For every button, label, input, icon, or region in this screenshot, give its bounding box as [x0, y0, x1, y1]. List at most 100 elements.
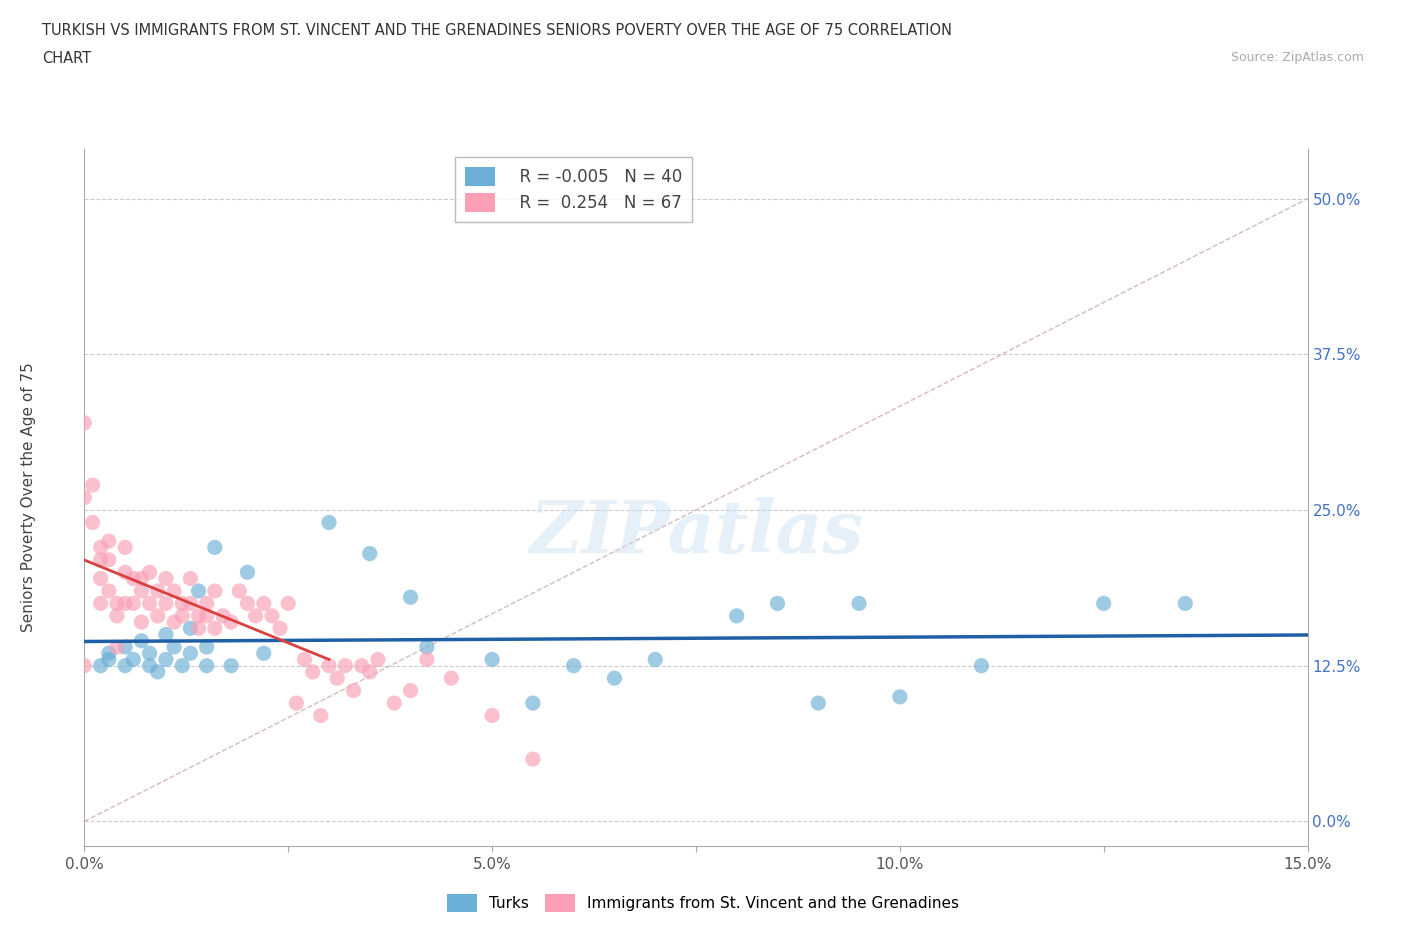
Point — [155, 571, 177, 586]
Point — [179, 571, 201, 586]
Point — [122, 596, 145, 611]
Point — [318, 515, 340, 530]
Point — [603, 671, 626, 685]
Point — [90, 596, 112, 611]
Point — [172, 596, 194, 611]
Point — [382, 696, 405, 711]
Text: CHART: CHART — [42, 51, 91, 66]
Point — [644, 652, 666, 667]
Point — [131, 583, 153, 598]
Point — [155, 652, 177, 667]
Point — [807, 696, 830, 711]
Point — [481, 708, 503, 723]
Point — [155, 596, 177, 611]
Point — [970, 658, 993, 673]
Point — [105, 608, 128, 623]
Point — [359, 546, 381, 561]
Point — [562, 658, 585, 673]
Point — [195, 640, 218, 655]
Point — [131, 615, 153, 630]
Point — [114, 658, 136, 673]
Point — [204, 621, 226, 636]
Point — [73, 490, 96, 505]
Point — [122, 571, 145, 586]
Point — [82, 478, 104, 493]
Legend:   R = -0.005   N = 40,   R =  0.254   N = 67: R = -0.005 N = 40, R = 0.254 N = 67 — [456, 157, 692, 222]
Point — [187, 608, 209, 623]
Point — [204, 583, 226, 598]
Point — [195, 608, 218, 623]
Point — [146, 608, 169, 623]
Point — [236, 565, 259, 579]
Point — [155, 627, 177, 642]
Point — [163, 640, 186, 655]
Point — [73, 416, 96, 431]
Point — [1092, 596, 1115, 611]
Point — [367, 652, 389, 667]
Point — [440, 671, 463, 685]
Point — [399, 684, 422, 698]
Point — [105, 640, 128, 655]
Point — [522, 696, 544, 711]
Point — [277, 596, 299, 611]
Point — [97, 645, 120, 660]
Point — [350, 658, 373, 673]
Point — [97, 583, 120, 598]
Point — [138, 658, 160, 673]
Point — [114, 640, 136, 655]
Point — [163, 615, 186, 630]
Point — [318, 658, 340, 673]
Point — [294, 652, 316, 667]
Point — [481, 652, 503, 667]
Point — [219, 658, 242, 673]
Point — [82, 515, 104, 530]
Point — [105, 596, 128, 611]
Legend: Turks, Immigrants from St. Vincent and the Grenadines: Turks, Immigrants from St. Vincent and t… — [440, 888, 966, 918]
Point — [179, 596, 201, 611]
Point — [416, 652, 439, 667]
Text: ZIPatlas: ZIPatlas — [529, 497, 863, 568]
Point — [122, 652, 145, 667]
Point — [138, 645, 160, 660]
Point — [146, 583, 169, 598]
Point — [97, 552, 120, 567]
Point — [195, 596, 218, 611]
Point — [253, 645, 276, 660]
Point — [889, 689, 911, 704]
Point — [90, 552, 112, 567]
Point — [90, 571, 112, 586]
Point — [195, 658, 218, 673]
Point — [359, 665, 381, 680]
Point — [253, 596, 276, 611]
Point — [73, 658, 96, 673]
Point — [172, 658, 194, 673]
Point — [725, 608, 748, 623]
Point — [309, 708, 332, 723]
Point — [522, 751, 544, 766]
Point — [342, 684, 364, 698]
Point — [179, 645, 201, 660]
Point — [97, 534, 120, 549]
Point — [301, 665, 323, 680]
Point — [179, 621, 201, 636]
Point — [260, 608, 283, 623]
Point — [228, 583, 250, 598]
Point — [416, 640, 439, 655]
Point — [204, 540, 226, 555]
Point — [90, 540, 112, 555]
Point — [90, 658, 112, 673]
Point — [335, 658, 357, 673]
Text: Source: ZipAtlas.com: Source: ZipAtlas.com — [1230, 51, 1364, 64]
Point — [187, 583, 209, 598]
Point — [131, 571, 153, 586]
Point — [848, 596, 870, 611]
Point — [236, 596, 259, 611]
Point — [97, 652, 120, 667]
Point — [766, 596, 789, 611]
Point — [138, 596, 160, 611]
Point — [114, 565, 136, 579]
Point — [1174, 596, 1197, 611]
Text: TURKISH VS IMMIGRANTS FROM ST. VINCENT AND THE GRENADINES SENIORS POVERTY OVER T: TURKISH VS IMMIGRANTS FROM ST. VINCENT A… — [42, 23, 952, 38]
Point — [163, 583, 186, 598]
Point — [399, 590, 422, 604]
